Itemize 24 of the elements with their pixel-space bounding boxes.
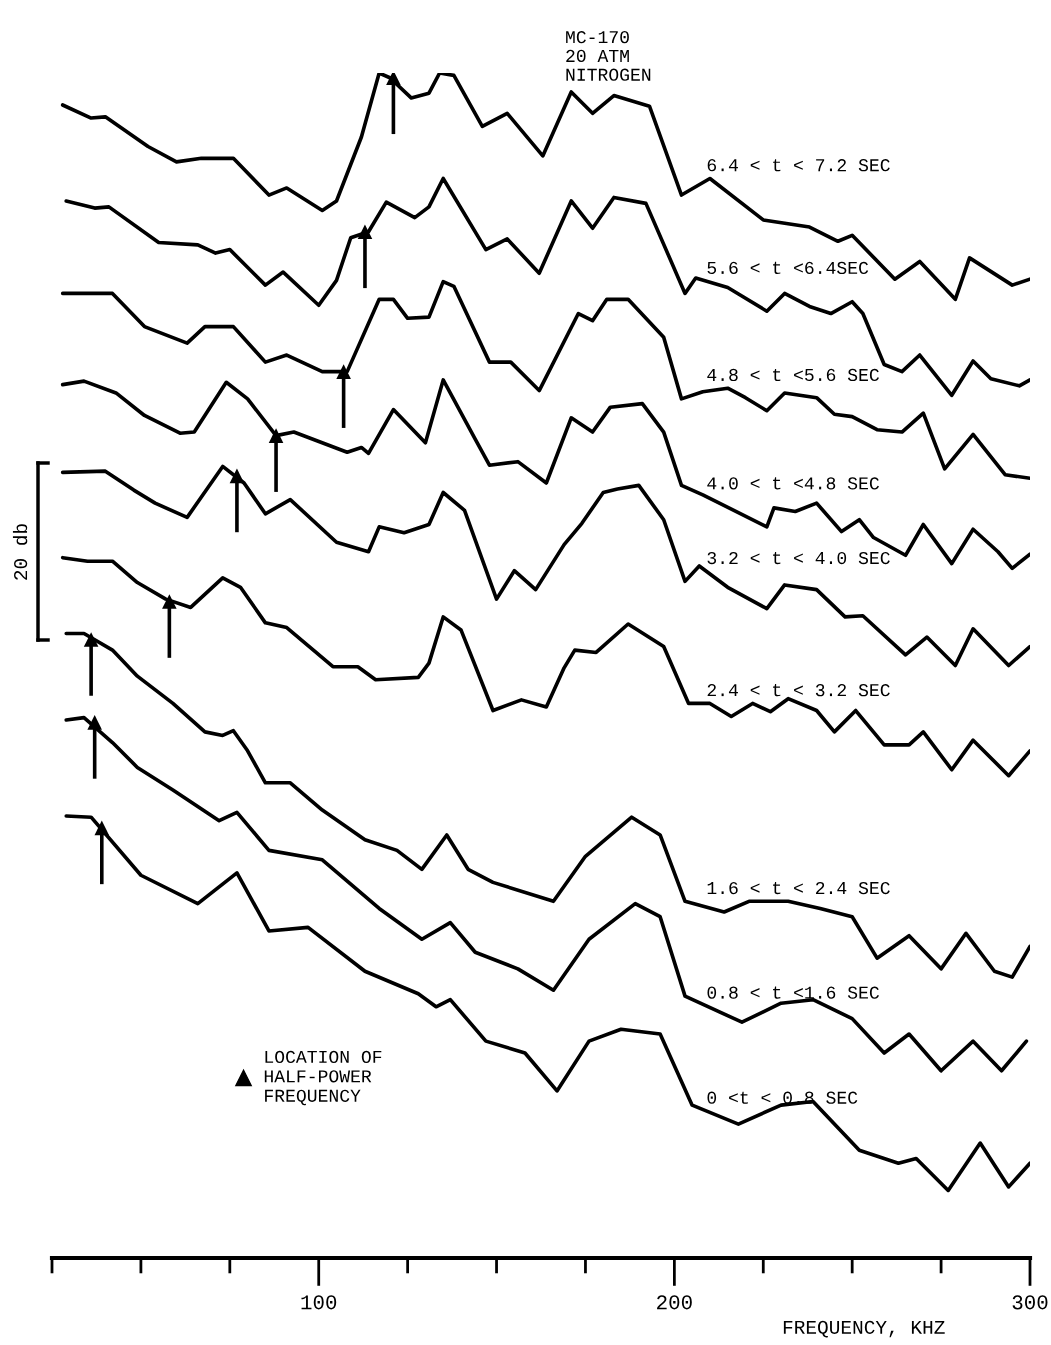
x-tick-label: 100 [301, 1295, 337, 1310]
point [336, 364, 351, 379]
series-label: 4.0 < t <4.8 SEC [707, 477, 879, 490]
point [87, 715, 102, 730]
point [386, 73, 401, 86]
series-label: 2.4 < t < 3.2 SEC [707, 684, 890, 697]
point [268, 428, 284, 443]
series-label: 3.2 < t < 4.0 SEC [707, 551, 890, 565]
point [162, 594, 177, 609]
point [83, 632, 99, 647]
point [229, 468, 245, 484]
series-label: 0.8 < t <1.6 SEC [707, 986, 879, 999]
point [357, 224, 373, 240]
legend-label: LOCATION OF HALF-POWER FREQUENCY [264, 1050, 382, 1106]
series-label: 4.8 < t <5.6 SEC [707, 368, 879, 382]
series-label: 5.6 < t <6.4SEC [707, 261, 869, 275]
x-tick-label: 300 [1012, 1295, 1048, 1310]
series-label: 6.4 < t < 7.2 SEC [707, 159, 890, 172]
text: 20 db [12, 524, 28, 580]
x-axis-title: FREQUENCY, KHZ [783, 1320, 945, 1338]
chart-title: MC-170 20 ATM NITROGEN [566, 31, 651, 81]
series-label: 1.6 < t < 2.4 SEC [707, 881, 890, 895]
point [94, 820, 110, 836]
x-tick-label: 200 [657, 1295, 692, 1310]
